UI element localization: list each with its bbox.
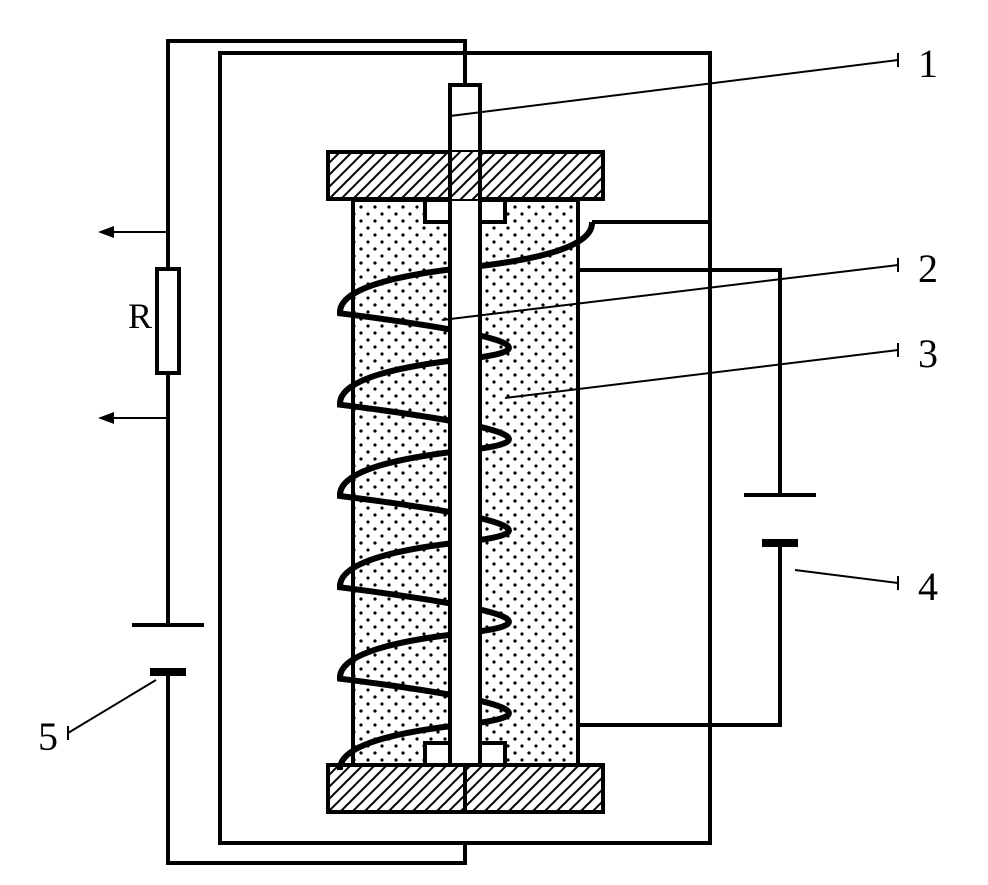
arrowhead-1 xyxy=(98,412,114,424)
leader-0 xyxy=(450,60,898,116)
resistor xyxy=(157,269,179,373)
label-2: 2 xyxy=(918,246,938,291)
leader-3 xyxy=(795,570,898,583)
label-3: 3 xyxy=(918,331,938,376)
label-4: 4 xyxy=(918,564,938,609)
label-1: 1 xyxy=(918,41,938,86)
label-R: R xyxy=(128,296,152,336)
right-circuit-top-wire xyxy=(710,270,780,495)
right-circuit-bottom-wire xyxy=(710,543,780,725)
arrowhead-0 xyxy=(98,226,114,238)
label-5: 5 xyxy=(38,714,58,759)
leader-4 xyxy=(68,680,156,733)
